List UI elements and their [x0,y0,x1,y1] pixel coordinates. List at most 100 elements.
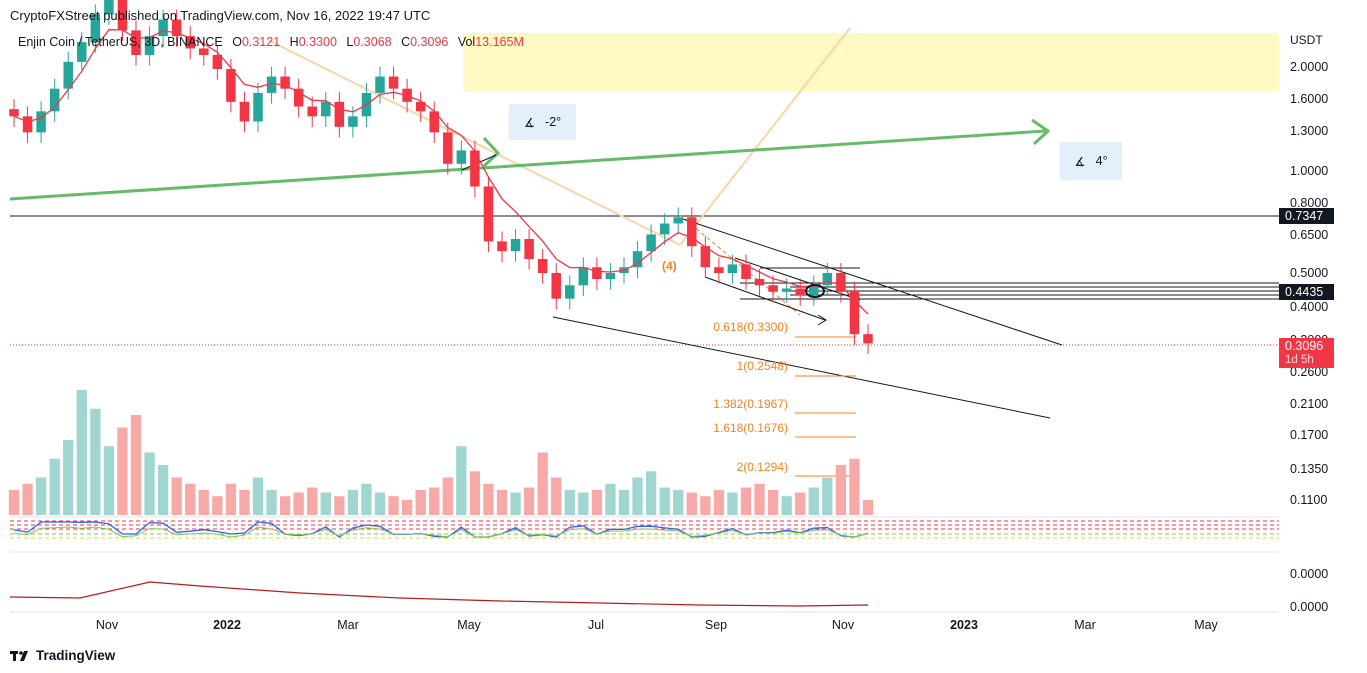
supply-zone[interactable] [463,33,1279,91]
volume-bar [212,496,223,515]
volume-bar [401,500,413,515]
orange-dashed-line[interactable] [679,214,801,316]
candle [307,106,317,117]
candle [443,132,453,164]
candle [63,61,73,89]
channel-arrow-head [817,314,827,326]
candle [673,217,683,224]
candle [714,267,724,273]
pattern-marker[interactable] [805,284,825,298]
volume-bar [198,490,209,515]
last-price-badge[interactable]: 0.3096 1d 5h [1279,338,1334,368]
close-label: C [401,35,411,49]
volume-bar [740,487,752,515]
volume-bar [469,471,481,515]
angle-icon: ∡ [1074,154,1086,169]
angle-icon: ∡ [523,115,536,130]
volume-bar [90,408,101,515]
volume-bar [456,446,467,515]
candle [768,285,778,292]
candle [809,285,819,296]
volume-bar [618,490,630,515]
volume-bar [185,483,196,515]
tradingview-logo[interactable]: TradingView [10,648,115,663]
candle [104,0,114,15]
symbol-legend: Enjin Coin / TetherUS, 3D, BINANCE O0.31… [18,35,524,49]
volume-bar [8,490,20,515]
volume-bar [483,483,494,515]
y-tick: 0.2100 [1290,397,1329,411]
candle [36,111,46,133]
y-tick: 1.0000 [1290,164,1329,178]
candle [578,267,589,286]
candle [537,258,548,273]
candle [9,109,19,117]
descending-channel[interactable] [461,154,1063,419]
fib-label: 1.618(0.1676) [713,421,788,435]
volume-bar [225,483,237,515]
candle [239,101,250,122]
candle [646,234,656,252]
x-tick: Mar [1074,618,1096,632]
candle [510,238,521,252]
volume-bar [835,465,847,515]
green-trend-arrow[interactable] [9,129,1046,201]
candle [565,285,575,299]
candle [754,279,765,286]
candle [375,76,385,93]
volume-bar [252,477,264,515]
symbol-name[interactable]: Enjin Coin / TetherUS, 3D, BINANCE [18,35,223,49]
candle [849,291,860,335]
fib-lines[interactable] [795,336,856,477]
candle [781,288,792,292]
volume-bar [117,427,128,515]
countdown: 1d 5h [1285,354,1314,366]
publish-info: CryptoFXStreet published on TradingView.… [10,8,431,23]
orange-trendline-up[interactable] [679,27,851,246]
volume-bar [49,458,60,515]
volume-bar [374,492,386,515]
volume-bar [781,496,792,515]
lower-indicator-line [9,581,869,607]
y-tick: 0.5000 [1290,266,1329,280]
volume-bar [76,390,87,515]
fib-label: 1(0.2548) [736,359,788,373]
candle [348,116,358,127]
x-tick: 2022 [213,618,241,632]
candle [551,273,561,299]
volume-bar [578,492,589,515]
green-arrow-head-small [482,136,501,168]
candle [497,241,507,252]
candle [226,69,236,102]
candle [836,273,846,292]
candle [687,217,697,247]
volume-bar [727,492,738,515]
candle [822,273,833,286]
volume-bar [686,492,697,515]
candle [470,150,480,187]
volume-bar [320,492,331,515]
candle [483,186,494,242]
volume-bar [279,496,291,515]
currency-label: USDT [1290,33,1323,47]
level-badge-mid[interactable]: 0.4435 [1279,284,1334,300]
level-badge-high[interactable]: 0.7347 [1279,208,1334,224]
volume-bar [564,490,575,515]
volume-bar [171,477,182,515]
orange-trendline-down[interactable] [267,39,681,246]
volume-bar [361,483,372,515]
volume-bar [157,465,169,515]
volume-bar [700,496,711,515]
candle [158,19,168,37]
angle-box-2[interactable]: ∡ 4° [1060,142,1122,180]
oscillator-green [13,526,869,538]
x-tick: May [457,618,481,632]
volume-bar [429,487,440,515]
volume-bar [347,490,359,515]
angle-box-1[interactable]: ∡ -2° [509,104,576,140]
high-label: H [289,35,299,49]
candle [185,36,195,49]
volume-bar [632,477,643,515]
candles [9,0,873,355]
